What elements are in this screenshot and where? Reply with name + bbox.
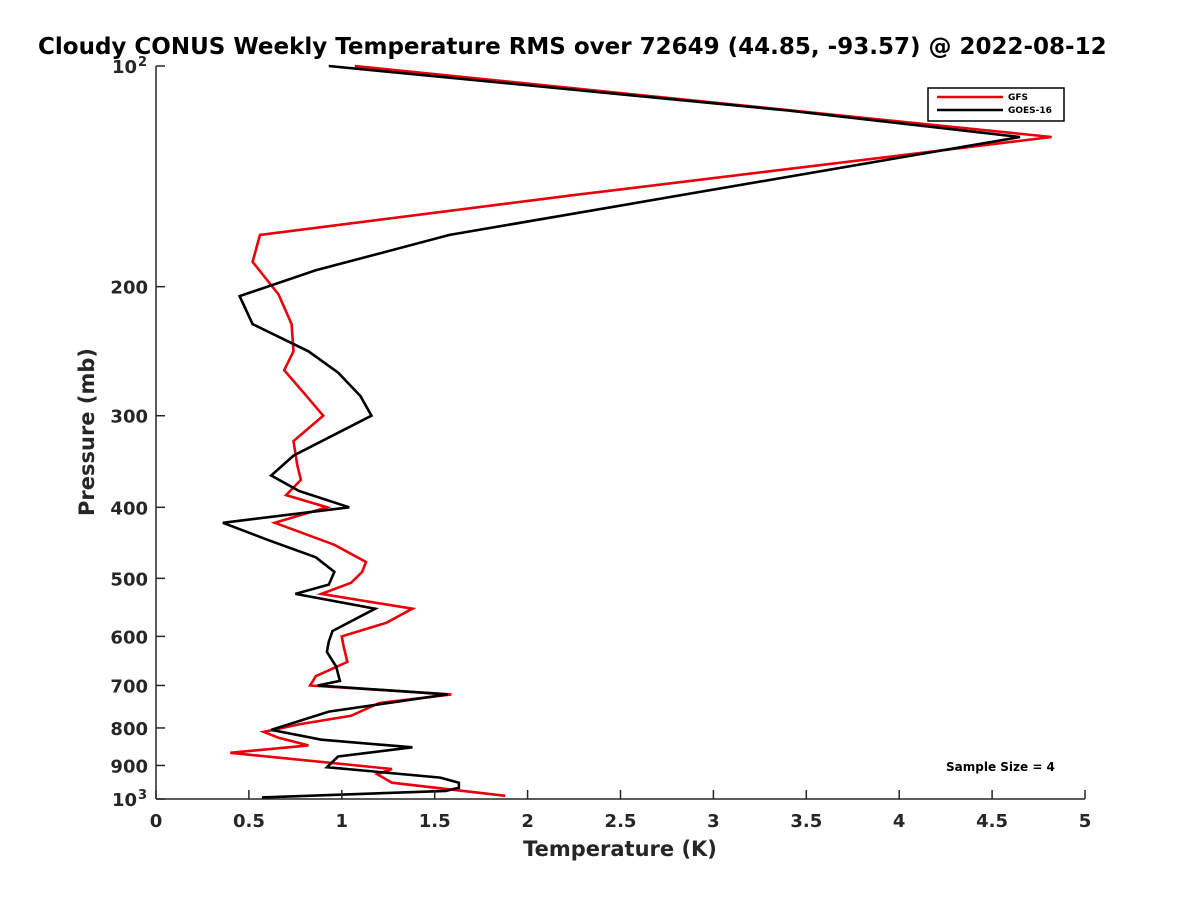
legend: GFS GOES-16 [927, 87, 1065, 122]
plot-area [156, 66, 1085, 799]
y-tick-label: 800 [110, 719, 148, 740]
axes-layer: 0 0.5 1 1.5 2 2.5 3 3.5 4 4.5 510 22003004005006007… [110, 55, 1091, 832]
x-tick-label: 4.5 [976, 811, 1008, 832]
y-tick-label: 10 [112, 57, 137, 78]
x-tick-label: 1 [336, 811, 349, 832]
y-axis-label: Pressure (mb) [75, 348, 99, 516]
legend-label: GOES-16 [1008, 106, 1052, 116]
y-tick-exponent: 2 [138, 55, 147, 70]
legend-box [927, 87, 1065, 122]
x-axis-label: Temperature (K) [523, 837, 717, 861]
y-tick-label: 700 [110, 676, 148, 697]
y-tick-label: 900 [110, 756, 148, 777]
x-tick-label: 0.5 [233, 811, 265, 832]
y-tick-label: 600 [110, 627, 148, 648]
x-tick-label: 0 [150, 811, 163, 832]
x-tick-label: 2 [521, 811, 534, 832]
series-line-gfs [230, 64, 1052, 798]
y-tick-label: 200 [110, 278, 148, 299]
y-tick-label: 400 [110, 498, 148, 519]
y-tick-label: 300 [110, 407, 148, 428]
y-tick-exponent: 3 [138, 788, 147, 803]
x-tick-label: 3.5 [790, 811, 822, 832]
legend-label: GFS [1008, 93, 1028, 103]
x-tick-label: 3 [707, 811, 720, 832]
series-line-goes-16 [222, 64, 1021, 799]
x-tick-label: 5 [1079, 811, 1092, 832]
x-tick-label: 4 [893, 811, 906, 832]
series-layer [222, 64, 1052, 799]
y-tick-label: 500 [110, 569, 148, 590]
y-tick-label: 10 [112, 790, 137, 811]
sample-size-annotation: Sample Size = 4 [946, 760, 1055, 774]
x-tick-label: 1.5 [419, 811, 451, 832]
x-tick-label: 2.5 [605, 811, 637, 832]
chart-title: Cloudy CONUS Weekly Temperature RMS over… [38, 34, 1107, 60]
